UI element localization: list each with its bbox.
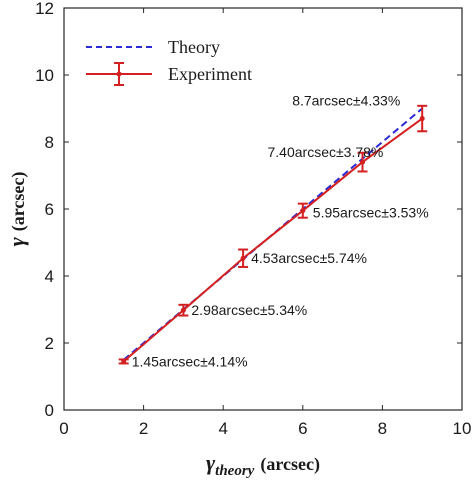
x-tick-label: 6 — [298, 419, 307, 438]
x-tick-label: 10 — [453, 419, 472, 438]
legend-theory-label: Theory — [168, 37, 220, 57]
x-tick-label: 0 — [59, 419, 68, 438]
axis-ticks: 0 2 4 6 8 10 0 2 4 6 8 10 12 — [35, 0, 471, 438]
series-theory-line — [123, 107, 423, 361]
y-tick-label: 12 — [35, 0, 54, 18]
plot-area: 1.45arcsec±4.14% 2.98arcsec±5.34% 4.53arcs… — [118, 93, 429, 369]
y-tick-label: 0 — [45, 401, 54, 420]
experiment-point — [121, 358, 127, 364]
experiment-point — [360, 159, 365, 165]
legend: Theory Experiment — [86, 37, 252, 86]
experiment-point — [300, 208, 306, 214]
data-label: 8.7arcsec±4.33% — [292, 93, 400, 109]
y-tick-label: 6 — [45, 200, 54, 219]
experiment-point — [180, 307, 186, 313]
data-label: 7.40arcsec±3.78% — [268, 144, 384, 160]
y-axis-label: γ(arcsec) — [4, 172, 29, 247]
y-tick-label: 8 — [45, 133, 54, 152]
y-tick-label: 4 — [45, 267, 54, 286]
y-tick-label: 2 — [45, 334, 54, 353]
data-label: 1.45arcsec±4.14% — [132, 353, 248, 369]
series-experiment-line — [123, 117, 423, 363]
x-tick-label: 8 — [378, 419, 387, 438]
y-tick-label: 10 — [35, 66, 54, 85]
x-tick-label: 2 — [139, 419, 148, 438]
data-label: 4.53arcsec±5.74% — [251, 250, 367, 266]
x-axis-label: γtheory (arcsec) — [206, 450, 320, 479]
experiment-point — [419, 116, 425, 122]
legend-experiment-marker — [116, 71, 122, 77]
legend-experiment-label: Experiment — [168, 64, 252, 84]
data-label: 2.98arcsec±5.34% — [191, 302, 307, 318]
data-label: 5.95arcsec±3.53% — [313, 205, 429, 221]
x-tick-label: 4 — [218, 419, 227, 438]
experiment-point — [240, 255, 246, 261]
